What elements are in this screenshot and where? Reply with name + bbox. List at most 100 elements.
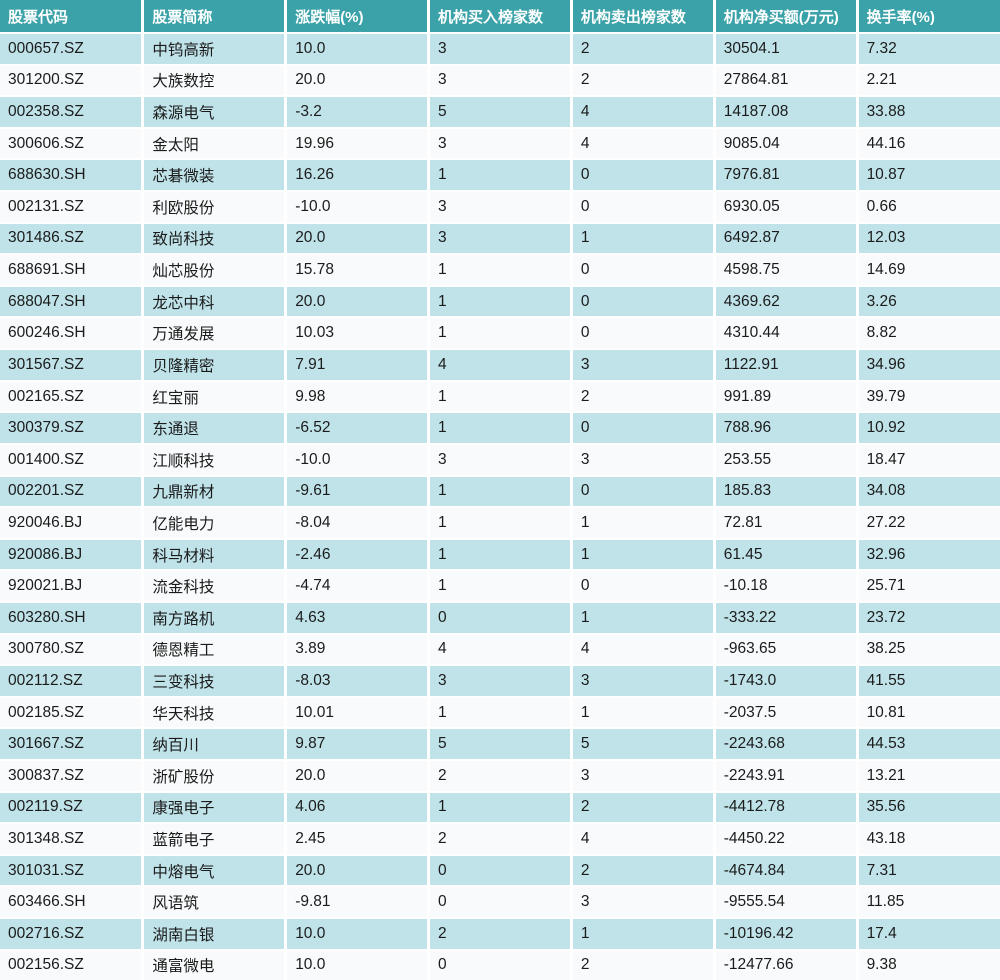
cell-change-percent: -3.2: [285, 96, 431, 129]
cell-stock-code: 688691.SH: [0, 254, 145, 287]
cell-inst-buy-count: 3: [428, 222, 573, 256]
cell-turnover-rate: 17.4: [857, 918, 1000, 951]
column-header-inst-buy-count: 机构买入榜家数: [428, 0, 573, 34]
cell-turnover-rate: 44.16: [857, 127, 1000, 161]
cell-turnover-rate: 43.18: [857, 823, 1000, 856]
header-row: 股票代码 股票简称 涨跌幅(%) 机构买入榜家数 机构卖出榜家数 机构净买额(万元) 换手率…: [0, 0, 1000, 34]
cell-inst-sell-count: 0: [571, 317, 716, 351]
cell-inst-net-buy-amount: 6930.05: [714, 191, 859, 224]
cell-change-percent: 20.0: [285, 64, 431, 98]
cell-inst-buy-count: 1: [428, 380, 573, 414]
cell-stock-code: 688047.SH: [0, 285, 145, 319]
cell-change-percent: 7.91: [285, 349, 431, 382]
cell-change-percent: 20.0: [285, 760, 431, 793]
table-row: 002156.SZ 通富微电 10.0 0 2 -12477.66 9.38: [0, 949, 1000, 980]
cell-turnover-rate: 3.26: [857, 285, 1000, 319]
cell-change-percent: -8.04: [285, 507, 431, 540]
cell-stock-code: 002131.SZ: [0, 191, 145, 224]
cell-stock-code: 920086.BJ: [0, 538, 145, 572]
table-row: 688047.SH 龙芯中科 20.0 1 0 4369.62 3.26: [0, 285, 1000, 319]
cell-inst-buy-count: 1: [428, 570, 573, 603]
cell-change-percent: 2.45: [285, 823, 431, 856]
table-row: 920046.BJ 亿能电力 -8.04 1 1 72.81 27.22: [0, 507, 1000, 540]
cell-stock-code: 002358.SZ: [0, 96, 145, 129]
cell-change-percent: 16.26: [285, 159, 431, 193]
cell-turnover-rate: 34.96: [857, 349, 1000, 382]
cell-turnover-rate: 10.81: [857, 696, 1000, 730]
cell-inst-sell-count: 4: [571, 96, 716, 129]
column-header-stock-name: 股票简称: [142, 0, 288, 34]
cell-stock-name: 纳百川: [142, 728, 288, 762]
table-row: 301200.SZ 大族数控 20.0 3 2 27864.81 2.21: [0, 64, 1000, 98]
cell-change-percent: 4.06: [285, 791, 431, 825]
table-row: 920021.BJ 流金科技 -4.74 1 0 -10.18 25.71: [0, 570, 1000, 603]
table-row: 002119.SZ 康强电子 4.06 1 2 -4412.78 35.56: [0, 791, 1000, 825]
cell-inst-net-buy-amount: 185.83: [714, 475, 859, 509]
cell-turnover-rate: 2.21: [857, 64, 1000, 98]
cell-inst-sell-count: 1: [571, 507, 716, 540]
cell-turnover-rate: 14.69: [857, 254, 1000, 287]
cell-inst-buy-count: 1: [428, 285, 573, 319]
cell-stock-name: 龙芯中科: [142, 285, 288, 319]
cell-change-percent: 19.96: [285, 127, 431, 161]
cell-inst-sell-count: 0: [571, 191, 716, 224]
cell-turnover-rate: 0.66: [857, 191, 1000, 224]
cell-inst-net-buy-amount: 72.81: [714, 507, 859, 540]
cell-turnover-rate: 25.71: [857, 570, 1000, 603]
table-row: 301486.SZ 致尚科技 20.0 3 1 6492.87 12.03: [0, 222, 1000, 256]
cell-inst-buy-count: 1: [428, 475, 573, 509]
cell-stock-code: 300606.SZ: [0, 127, 145, 161]
cell-inst-sell-count: 2: [571, 64, 716, 98]
cell-turnover-rate: 39.79: [857, 380, 1000, 414]
cell-inst-sell-count: 0: [571, 285, 716, 319]
cell-inst-buy-count: 5: [428, 96, 573, 129]
cell-inst-net-buy-amount: -4450.22: [714, 823, 859, 856]
cell-change-percent: 10.0: [285, 918, 431, 951]
cell-stock-name: 科马材料: [142, 538, 288, 572]
cell-change-percent: 10.0: [285, 949, 431, 980]
cell-turnover-rate: 7.31: [857, 854, 1000, 888]
cell-stock-code: 002119.SZ: [0, 791, 145, 825]
cell-stock-code: 301348.SZ: [0, 823, 145, 856]
column-header-turnover-rate: 换手率(%): [857, 0, 1000, 34]
cell-stock-name: 三变科技: [142, 665, 288, 698]
cell-stock-name: 华天科技: [142, 696, 288, 730]
cell-stock-code: 300780.SZ: [0, 633, 145, 667]
cell-turnover-rate: 23.72: [857, 601, 1000, 635]
cell-inst-sell-count: 0: [571, 475, 716, 509]
cell-inst-sell-count: 2: [571, 854, 716, 888]
cell-change-percent: 9.87: [285, 728, 431, 762]
table-row: 301031.SZ 中熔电气 20.0 0 2 -4674.84 7.31: [0, 854, 1000, 888]
table-body: 000657.SZ 中钨高新 10.0 3 2 30504.1 7.32 301200.SZ 大…: [0, 33, 1000, 980]
cell-change-percent: 10.01: [285, 696, 431, 730]
cell-stock-name: 森源电气: [142, 96, 288, 129]
table-row: 002201.SZ 九鼎新材 -9.61 1 0 185.83 34.08: [0, 475, 1000, 509]
cell-inst-buy-count: 1: [428, 538, 573, 572]
cell-inst-buy-count: 3: [428, 127, 573, 161]
cell-stock-code: 600246.SH: [0, 317, 145, 351]
table-row: 002112.SZ 三变科技 -8.03 3 3 -1743.0 41.55: [0, 665, 1000, 698]
cell-inst-buy-count: 3: [428, 64, 573, 98]
column-header-stock-code: 股票代码: [0, 0, 145, 34]
cell-inst-net-buy-amount: 4598.75: [714, 254, 859, 287]
cell-inst-net-buy-amount: 61.45: [714, 538, 859, 572]
column-header-change-percent: 涨跌幅(%): [285, 0, 431, 34]
cell-turnover-rate: 44.53: [857, 728, 1000, 762]
table-row: 300379.SZ 东通退 -6.52 1 0 788.96 10.92: [0, 412, 1000, 445]
cell-stock-code: 920046.BJ: [0, 507, 145, 540]
table-header: 股票代码 股票简称 涨跌幅(%) 机构买入榜家数 机构卖出榜家数 机构净买额(万元) 换手率…: [0, 0, 1000, 34]
cell-change-percent: -8.03: [285, 665, 431, 698]
column-header-inst-net-buy-amount: 机构净买额(万元): [714, 0, 859, 34]
cell-inst-net-buy-amount: -2243.68: [714, 728, 859, 762]
cell-turnover-rate: 34.08: [857, 475, 1000, 509]
cell-inst-sell-count: 4: [571, 127, 716, 161]
cell-inst-buy-count: 5: [428, 728, 573, 762]
table-row: 002185.SZ 华天科技 10.01 1 1 -2037.5 10.81: [0, 696, 1000, 730]
cell-change-percent: 3.89: [285, 633, 431, 667]
cell-stock-code: 002185.SZ: [0, 696, 145, 730]
cell-inst-buy-count: 0: [428, 949, 573, 980]
cell-inst-net-buy-amount: 7976.81: [714, 159, 859, 193]
cell-inst-sell-count: 0: [571, 254, 716, 287]
cell-stock-name: 芯碁微装: [142, 159, 288, 193]
cell-inst-net-buy-amount: -4412.78: [714, 791, 859, 825]
